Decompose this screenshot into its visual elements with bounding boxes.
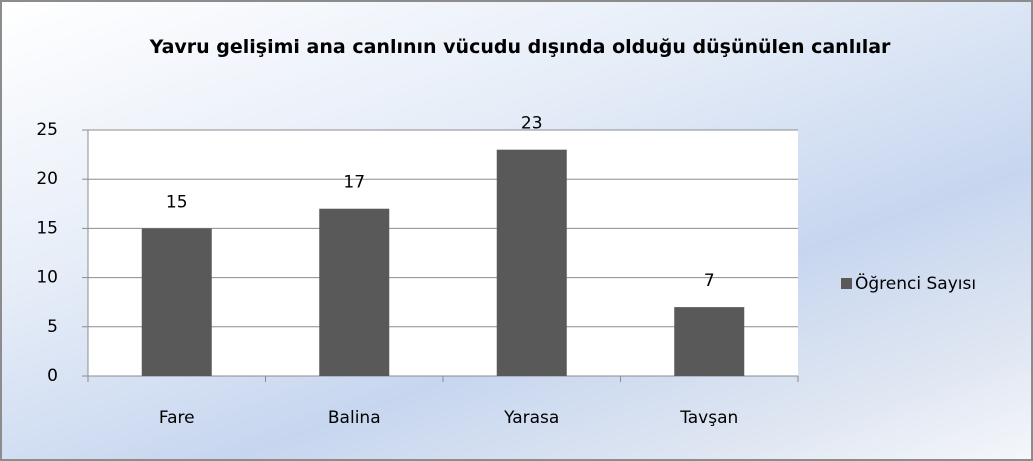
y-tick-label: 10 [36, 268, 58, 288]
y-tick-label: 0 [47, 366, 58, 386]
data-label: 17 [343, 173, 365, 193]
bar [319, 208, 390, 376]
x-tick-label: Yarasa [503, 408, 559, 428]
y-tick-label: 15 [36, 218, 58, 238]
y-tick-label: 25 [36, 120, 58, 140]
legend-label: Öğrenci Sayısı [855, 272, 976, 294]
x-tick-label: Fare [159, 408, 195, 428]
data-label: 7 [704, 271, 715, 291]
data-label: 15 [166, 192, 188, 212]
bar [674, 307, 745, 376]
bar [141, 228, 212, 376]
chart-title: Yavru gelişimi ana canlının vücudu dışın… [149, 36, 891, 58]
legend-swatch [841, 278, 852, 289]
bar [496, 149, 567, 376]
data-label: 23 [521, 114, 543, 134]
x-tick-label: Tavşan [679, 408, 738, 428]
y-tick-label: 20 [36, 169, 58, 189]
x-tick-label: Balina [328, 408, 381, 428]
y-tick-label: 5 [47, 317, 58, 337]
